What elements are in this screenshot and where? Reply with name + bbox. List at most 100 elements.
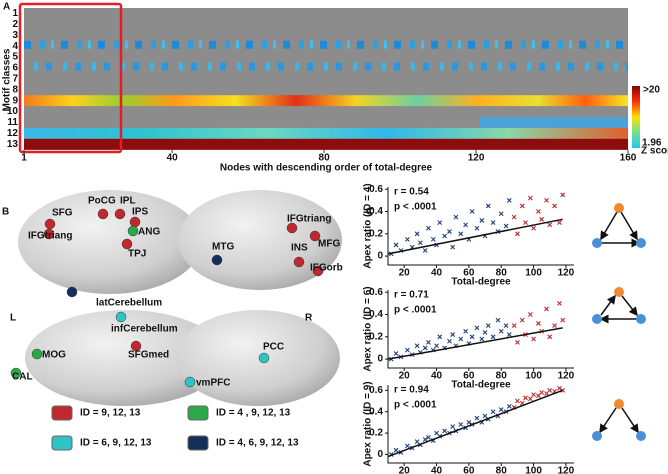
point — [393, 447, 399, 453]
point — [523, 395, 528, 401]
stat-r: r = 0.94 — [394, 385, 429, 396]
point — [414, 343, 420, 349]
legend-label: ID = 4 , 9, 12, 13 — [216, 408, 291, 419]
point — [466, 420, 472, 425]
point — [519, 203, 525, 209]
x-tick-label: 40 — [431, 268, 443, 279]
point — [536, 321, 541, 326]
point — [490, 220, 496, 226]
point — [414, 231, 420, 237]
row-label: 11 — [7, 117, 18, 128]
legend-swatch — [51, 405, 73, 421]
point — [506, 403, 512, 409]
point — [539, 216, 545, 222]
point — [450, 332, 456, 337]
point — [442, 428, 447, 434]
region-label: infCerebellum — [111, 324, 178, 335]
point — [426, 339, 431, 345]
brain-node — [44, 218, 56, 230]
point — [442, 233, 447, 239]
hemisphere-label: R — [305, 313, 313, 324]
brain-node — [43, 228, 55, 240]
point — [430, 236, 436, 242]
brain-node — [293, 256, 305, 268]
region-label: TPJ — [128, 249, 146, 260]
point — [490, 334, 496, 340]
point — [485, 203, 491, 209]
brain-node — [130, 340, 142, 352]
trend-line — [387, 218, 563, 255]
region-label: IPS — [132, 207, 148, 218]
x-axis-label: Total-degree — [451, 380, 511, 391]
x-tick-label: 100 — [525, 268, 542, 279]
region-label: MFG — [318, 239, 340, 250]
point — [560, 317, 566, 323]
point — [482, 329, 488, 335]
point — [515, 398, 520, 404]
point — [469, 334, 475, 340]
region-label: INS — [291, 243, 308, 254]
point — [405, 347, 410, 353]
region-label: IFGtriang — [287, 214, 331, 225]
point — [552, 203, 557, 209]
row-label: 10 — [7, 106, 19, 117]
y-tick-label: 0.4 — [369, 406, 383, 417]
point — [531, 225, 536, 231]
region-label: MOG — [42, 350, 66, 361]
point — [539, 390, 545, 395]
x-tick-label: 60 — [463, 371, 475, 382]
brain-node — [127, 225, 139, 237]
colorbar-min: 1.96 — [642, 138, 662, 149]
point — [405, 236, 410, 242]
point — [544, 306, 549, 312]
point — [515, 231, 520, 237]
brains — [18, 190, 342, 406]
row-label: 6 — [12, 63, 18, 74]
heatmap-bg — [18, 2, 640, 154]
x-tick-label: 80 — [496, 371, 508, 382]
stat-p: p < .0001 — [394, 202, 437, 213]
x-tick-label: 120 — [558, 371, 575, 382]
point — [426, 434, 431, 440]
point — [547, 222, 553, 228]
point — [393, 351, 399, 356]
region-label: MTG — [212, 242, 234, 253]
region-label: PoCG — [88, 196, 116, 207]
legend-swatch — [51, 435, 73, 451]
point — [515, 339, 520, 345]
brain-node — [114, 208, 126, 220]
x-tick-label: 40 — [431, 371, 443, 382]
row-label: 7 — [12, 73, 18, 84]
y-tick-label: 0 — [377, 354, 383, 365]
point — [519, 317, 525, 323]
brain-node — [97, 208, 109, 220]
panel-label: C — [366, 207, 373, 218]
x-axis-label: Nodes with descending order of total-deg… — [220, 163, 433, 174]
point — [527, 312, 533, 317]
point — [490, 409, 496, 415]
point — [447, 338, 452, 344]
point — [547, 334, 553, 340]
row-label: 1 — [12, 8, 18, 19]
row-label: 3 — [12, 30, 18, 41]
point — [450, 424, 456, 430]
point — [426, 225, 431, 231]
row-label: 2 — [12, 19, 18, 30]
legend-swatch — [187, 405, 209, 421]
x-tick-label: 120 — [468, 153, 485, 164]
y-tick-label: 0.4 — [369, 206, 383, 217]
trend-line — [387, 389, 563, 458]
point — [506, 332, 512, 337]
row-label: 9 — [12, 95, 18, 106]
region-label: ANG — [138, 227, 160, 238]
axes — [387, 187, 574, 266]
y-tick-label: 0.2 — [369, 428, 383, 439]
stat-p: p < .0001 — [394, 400, 437, 411]
y-axis-label: Apex ratio (ID = 9) — [363, 381, 374, 466]
brain-node — [121, 238, 133, 250]
legend-label: ID = 4, 6, 9, 12, 13 — [216, 438, 299, 449]
point — [437, 334, 443, 340]
point — [453, 214, 459, 220]
